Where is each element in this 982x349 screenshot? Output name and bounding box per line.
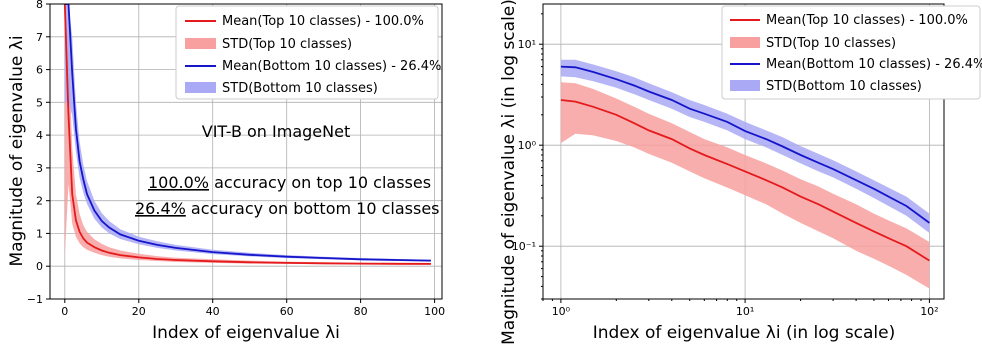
left-y-tick-label: 4 bbox=[36, 129, 43, 142]
left-legend-mean-top: Mean(Top 10 classes) - 100.0% bbox=[222, 14, 424, 29]
left-ticks: 0 20 40 60 80 100 −1 0 1 2 3 4 5 6 7 8 bbox=[27, 0, 445, 318]
left-legend-std-top: STD(Top 10 classes) bbox=[222, 37, 352, 52]
right-chart: 10⁰ 10¹ 10² 10⁻¹ 10⁰ 10¹ Index of eigenvalue … bbox=[499, 0, 982, 345]
model-annotation: VIT-B on ImageNet bbox=[202, 122, 350, 141]
top-accuracy-annotation: 100.0% accuracy on top 10 classes bbox=[148, 173, 431, 192]
left-y-tick-label: 1 bbox=[36, 227, 43, 240]
right-legend-box bbox=[721, 5, 981, 100]
left-y-tick-label: 8 bbox=[36, 0, 43, 11]
left-y-tick-label: 7 bbox=[36, 31, 43, 44]
bottom-accuracy-text: accuracy on bottom 10 classes bbox=[186, 199, 440, 218]
left-y-tick-label: 2 bbox=[36, 195, 43, 208]
left-mean-line bbox=[64, 4, 431, 262]
right-legend: Mean(Top 10 classes) - 100.0% STD(Top 10… bbox=[721, 5, 982, 100]
right-legend-mean-bottom: Mean(Bottom 10 classes) - 26.4% bbox=[766, 57, 982, 72]
right-y-tick-label: 10⁰ bbox=[518, 139, 537, 152]
left-x-tick-label: 60 bbox=[280, 305, 294, 318]
right-std-band bbox=[560, 59, 930, 233]
right-legend-std-top: STD(Top 10 classes) bbox=[766, 36, 896, 51]
right-legend-mean-top: Mean(Top 10 classes) - 100.0% bbox=[766, 13, 968, 28]
right-legend-std-bottom: STD(Bottom 10 classes) bbox=[766, 79, 922, 94]
right-x-tick-label: 10² bbox=[920, 305, 938, 318]
bottom-accuracy-annotation: 26.4% accuracy on bottom 10 classes bbox=[135, 199, 440, 218]
bottom-accuracy-value: 26.4% bbox=[135, 199, 186, 218]
left-y-tick-label: 6 bbox=[36, 64, 43, 77]
right-mean-line bbox=[560, 65, 930, 224]
left-x-tick-label: 40 bbox=[206, 305, 220, 318]
top-accuracy-value: 100.0% bbox=[148, 173, 209, 192]
left-y-tick-label: −1 bbox=[27, 293, 43, 306]
left-x-tick-label: 100 bbox=[424, 305, 445, 318]
left-x-tick-label: 80 bbox=[354, 305, 368, 318]
left-legend-box bbox=[175, 5, 439, 100]
right-legend-swatch-std-top bbox=[730, 37, 760, 48]
left-y-tick-label: 5 bbox=[36, 96, 43, 109]
right-mean-line bbox=[560, 99, 930, 262]
top-accuracy-text: accuracy on top 10 classes bbox=[209, 173, 431, 192]
left-plot-frame bbox=[49, 3, 443, 300]
left-series-layer bbox=[63, 4, 431, 265]
left-mean-line bbox=[63, 4, 431, 265]
left-x-tick-label: 0 bbox=[61, 305, 68, 318]
left-y-axis-label: Magnitude of eigenvalue λi bbox=[7, 35, 27, 266]
left-legend-mean-bottom: Mean(Bottom 10 classes) - 26.4% bbox=[222, 59, 441, 74]
left-legend-std-bottom: STD(Bottom 10 classes) bbox=[222, 81, 378, 96]
right-legend-swatch-std-bottom bbox=[730, 80, 760, 91]
right-ticks: 10⁰ 10¹ 10² 10⁻¹ 10⁰ 10¹ bbox=[512, 13, 939, 318]
left-series bbox=[63, 4, 431, 265]
left-chart: 0 20 40 60 80 100 −1 0 1 2 3 4 5 6 7 8 Index of eigenva… bbox=[7, 0, 445, 343]
left-y-tick-label: 0 bbox=[36, 260, 43, 273]
right-y-tick-label: 10¹ bbox=[518, 38, 536, 51]
right-x-axis-label: Index of eigenvalue λi (in log scale) bbox=[593, 323, 896, 343]
left-legend-swatch-std-bottom bbox=[185, 82, 216, 93]
left-x-tick-label: 20 bbox=[132, 305, 146, 318]
right-y-axis-label: Magnitude of eigenvalue λi (in log scale… bbox=[499, 0, 519, 345]
right-x-tick-label: 10⁰ bbox=[552, 305, 571, 318]
left-legend: Mean(Top 10 classes) - 100.0% STD(Top 10… bbox=[175, 5, 441, 100]
right-series-layer bbox=[560, 59, 930, 289]
left-legend-swatch-std-top bbox=[185, 38, 216, 49]
right-y-tick-label: 10⁻¹ bbox=[512, 240, 536, 253]
right-series bbox=[560, 59, 930, 289]
right-std-band bbox=[560, 82, 930, 289]
left-y-tick-label: 3 bbox=[36, 162, 43, 175]
right-plot-frame bbox=[542, 3, 945, 300]
left-x-axis-label: Index of eigenvalue λi bbox=[152, 323, 340, 343]
right-x-tick-label: 10¹ bbox=[736, 305, 754, 318]
